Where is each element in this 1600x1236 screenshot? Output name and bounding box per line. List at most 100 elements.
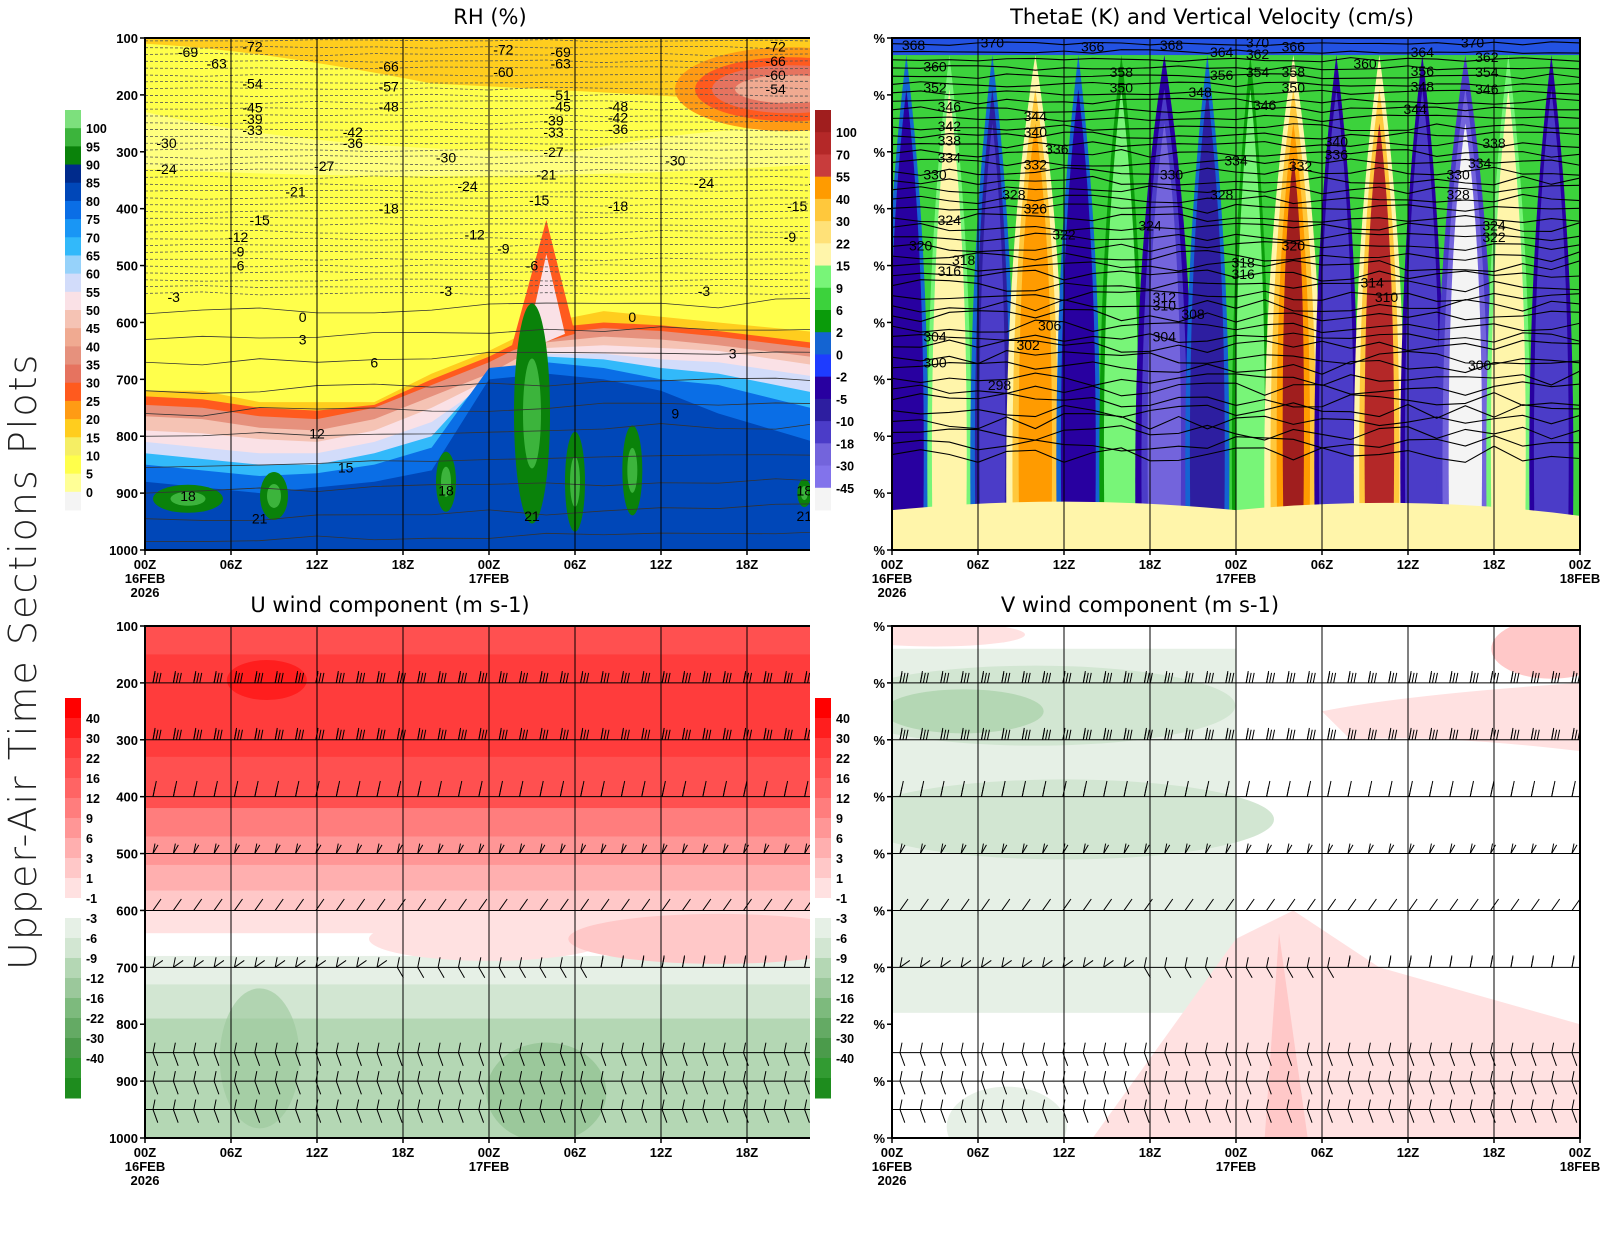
wind-barb-flag — [152, 729, 156, 740]
wind-barb-flag — [417, 843, 421, 854]
colorbar-swatch — [65, 419, 81, 438]
colorbar-label: 55 — [86, 286, 100, 300]
u-layer — [145, 890, 810, 912]
wind-barb — [702, 1052, 709, 1066]
wind-barb-flag — [1572, 626, 1573, 627]
wind-barb-flag — [919, 672, 923, 683]
wind-barb-flag — [1266, 626, 1268, 627]
wind-barb-flag — [980, 1071, 984, 1082]
wind-barb-flag — [722, 843, 726, 854]
wind-barb-flag — [902, 672, 906, 683]
wind-barb-flag — [922, 729, 926, 740]
wind-barb — [478, 1052, 485, 1066]
wind-barb-flag — [254, 786, 258, 797]
wind-barb — [1510, 898, 1520, 911]
wind-barb — [1245, 967, 1253, 978]
wind-barb-flag — [1103, 729, 1107, 740]
wind-barb-flag — [1557, 672, 1561, 683]
wind-barb-flag — [1551, 957, 1555, 968]
wind-barb-flag — [342, 626, 343, 627]
wind-barb-flag — [1574, 672, 1578, 683]
contour-label: 3 — [729, 346, 737, 362]
wind-barb — [702, 1080, 709, 1095]
wind-barb — [940, 898, 950, 911]
wind-barb-flag — [681, 1071, 685, 1082]
wind-barb-flag — [1286, 1071, 1290, 1082]
wind-barb — [1082, 1109, 1089, 1123]
wind-barb-flag — [980, 729, 984, 740]
wind-barb-flag — [899, 729, 903, 740]
wind-barb-flag — [1146, 672, 1150, 683]
wind-barb-flag — [926, 626, 927, 627]
wind-barb-flag — [1534, 626, 1535, 627]
wind-barb — [356, 1052, 362, 1066]
contour-label: 314 — [1360, 275, 1384, 291]
wind-barb-flag — [1228, 626, 1230, 627]
colorbar-label: -45 — [836, 482, 854, 496]
wind-barb-flag — [403, 626, 404, 627]
wind-barb-flag — [254, 1099, 258, 1110]
wind-barb-flag — [604, 626, 605, 627]
wind-barb-flag — [1551, 843, 1555, 854]
wind-barb-flag — [804, 1071, 808, 1082]
wind-barb-flag — [807, 672, 810, 683]
colorbar-swatch — [815, 1038, 831, 1059]
wind-barb-flag — [1309, 729, 1313, 740]
wind-barb-flag — [213, 786, 217, 797]
wind-barb — [437, 1052, 444, 1066]
wind-barb-flag — [647, 672, 651, 683]
wind-barb-flag — [1068, 626, 1070, 627]
wind-barb-flag — [1085, 729, 1089, 740]
wind-barb — [1042, 898, 1051, 911]
contour-label: -48 — [608, 98, 628, 114]
wind-barb-flag — [417, 672, 421, 683]
wind-barb-flag — [1388, 1042, 1392, 1053]
x-tick-label: 00Z — [1569, 1145, 1591, 1160]
wind-barb-flag — [980, 786, 984, 797]
wind-barb-flag — [786, 672, 790, 683]
wind-barb-flag — [397, 626, 398, 627]
wind-barb-flag — [1330, 729, 1334, 740]
wind-barb-flag — [766, 729, 770, 740]
colorbar-swatch — [65, 798, 81, 819]
wind-barb-flag — [1510, 843, 1514, 854]
wind-barb-flag — [641, 957, 645, 968]
wind-barb-flag — [1347, 729, 1351, 740]
x-tick-label: 00Z — [134, 557, 156, 572]
wind-barb-flag — [1408, 786, 1412, 797]
wind-barb-flag — [1205, 626, 1206, 627]
wind-barb-flag — [498, 1042, 502, 1053]
wind-barb — [1469, 1109, 1476, 1123]
wind-barb-flag — [219, 672, 223, 683]
wind-barb-flag — [1449, 1099, 1453, 1110]
wind-barb-flag — [440, 672, 444, 683]
wind-barb-flag — [301, 672, 305, 683]
wind-barb — [233, 1109, 240, 1123]
wind-barb-flag — [193, 786, 197, 797]
wind-barb-flag — [705, 626, 707, 627]
wind-barb — [295, 844, 301, 854]
wind-barb — [1286, 1080, 1293, 1095]
wind-barb-flag — [295, 1071, 299, 1082]
wind-barb-flag — [1533, 672, 1537, 683]
wind-barb-flag — [1367, 843, 1371, 854]
wind-barb-flag — [1449, 786, 1453, 797]
wind-barb — [335, 1109, 342, 1123]
wind-barb — [1245, 1109, 1252, 1123]
wind-barb-flag — [620, 672, 624, 683]
y-tick-label: 200 — [116, 88, 138, 103]
wind-barb-flag — [1231, 672, 1235, 683]
colorbar-label: 100 — [86, 122, 107, 136]
x-tick-label: 12Z — [1053, 1145, 1075, 1160]
wind-barb-flag — [705, 729, 709, 740]
wind-barb-flag — [239, 672, 243, 683]
colorbar-label: 85 — [86, 177, 100, 191]
wind-barb — [1307, 626, 1308, 627]
wind-barb-flag — [600, 1042, 604, 1053]
wind-barb — [702, 844, 709, 854]
wind-barb-flag — [641, 843, 645, 854]
wind-barb-flag — [1143, 786, 1147, 797]
wind-barb — [1286, 898, 1296, 911]
wind-barb-flag — [1231, 626, 1233, 627]
wind-barb-flag — [522, 672, 526, 683]
